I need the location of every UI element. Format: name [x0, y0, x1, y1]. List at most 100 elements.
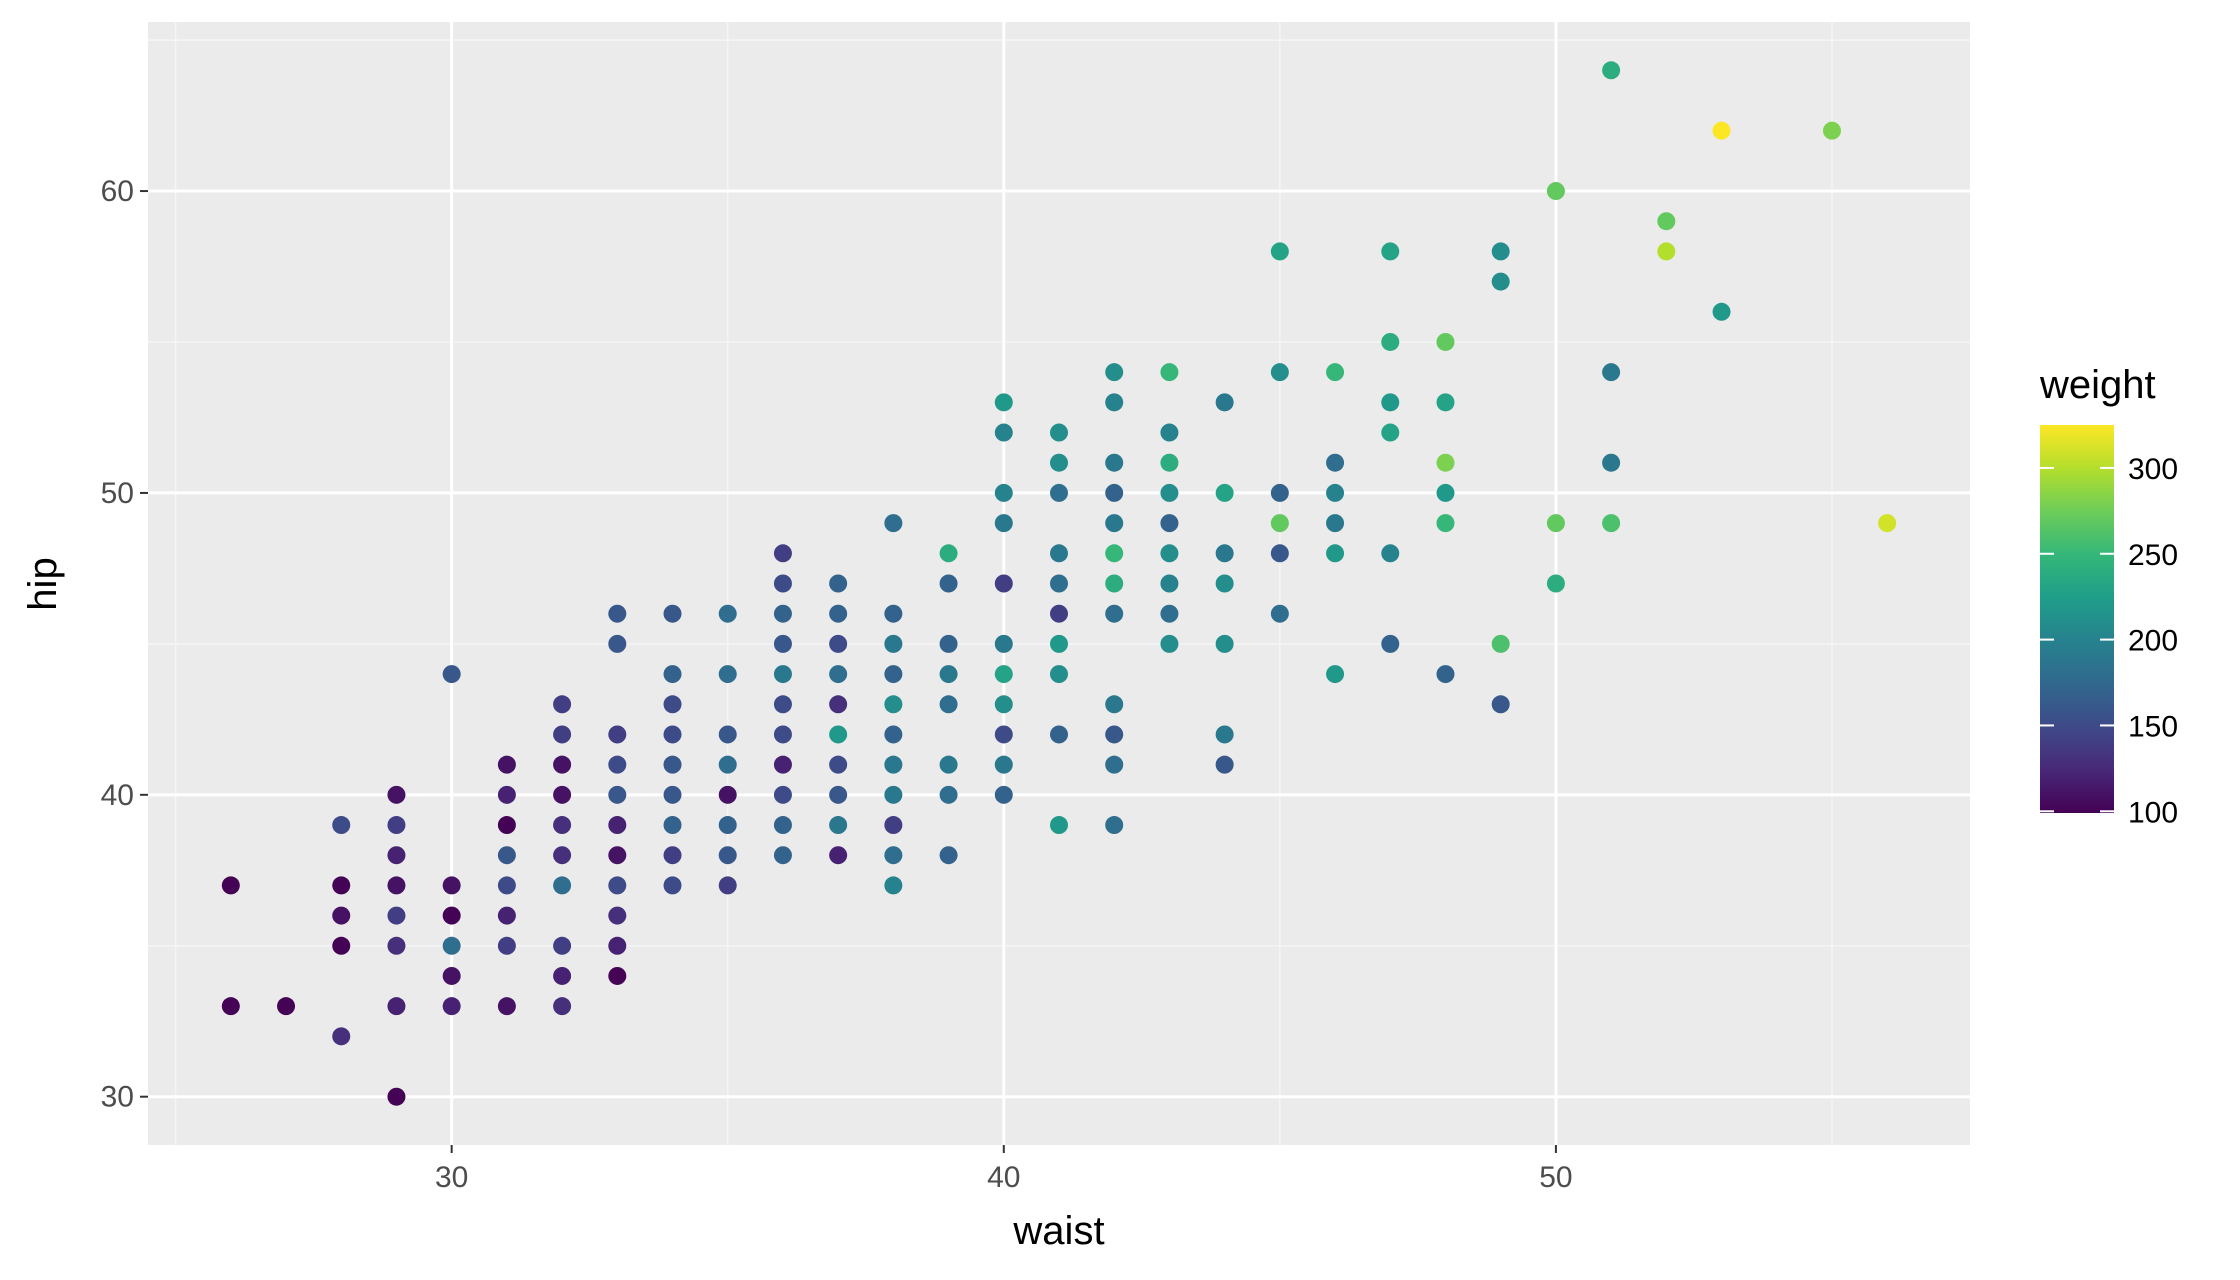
data-point	[608, 936, 627, 955]
data-point	[1215, 544, 1234, 563]
data-point	[773, 544, 792, 563]
data-point	[718, 665, 737, 684]
data-point	[1160, 453, 1179, 472]
data-point	[553, 966, 572, 985]
data-point	[994, 514, 1013, 533]
data-points	[221, 61, 1897, 1106]
data-point	[884, 755, 903, 774]
data-point	[1602, 363, 1621, 382]
data-point	[497, 785, 516, 804]
data-point	[387, 906, 406, 925]
data-point	[387, 1087, 406, 1106]
data-point	[1381, 423, 1400, 442]
data-point	[884, 634, 903, 653]
data-point	[1436, 393, 1455, 412]
y-tick-label: 40	[101, 779, 134, 812]
colorbar	[2040, 425, 2114, 813]
data-point	[1270, 544, 1289, 563]
data-point	[884, 725, 903, 744]
data-point	[718, 725, 737, 744]
data-point	[829, 604, 848, 623]
data-point	[1491, 272, 1510, 291]
data-point	[1436, 665, 1455, 684]
data-point	[1326, 514, 1345, 533]
data-point	[1657, 212, 1676, 231]
data-point	[1050, 816, 1068, 835]
data-point	[1050, 544, 1068, 563]
data-point	[1160, 363, 1179, 382]
data-point	[1215, 634, 1234, 653]
data-point	[1381, 242, 1400, 261]
data-point	[1712, 121, 1731, 140]
data-point	[387, 816, 406, 835]
data-point	[442, 665, 461, 684]
data-point	[773, 604, 792, 623]
data-point	[1160, 423, 1179, 442]
data-point	[1050, 634, 1068, 653]
data-point	[1050, 725, 1068, 744]
data-point	[277, 997, 296, 1016]
data-point	[1491, 242, 1510, 261]
data-point	[718, 604, 737, 623]
data-point	[608, 634, 627, 653]
data-point	[442, 936, 461, 955]
legend-label: 250	[2128, 539, 2178, 572]
data-point	[1326, 544, 1345, 563]
data-point	[497, 997, 516, 1016]
data-point	[829, 665, 848, 684]
legend-labels: 100 150 200 250 300	[2128, 453, 2178, 829]
data-point	[994, 755, 1013, 774]
data-point	[1436, 453, 1455, 472]
data-point	[1546, 182, 1565, 201]
data-point	[994, 393, 1013, 412]
data-point	[221, 876, 240, 895]
data-point	[553, 816, 572, 835]
data-point	[1602, 61, 1621, 80]
data-point	[939, 695, 958, 714]
data-point	[553, 846, 572, 865]
data-point	[939, 574, 958, 593]
data-point	[221, 997, 240, 1016]
y-tick-label: 60	[101, 175, 134, 208]
data-point	[1602, 453, 1621, 472]
legend: weight 100 150 200 250 300	[2039, 363, 2178, 829]
data-point	[1105, 453, 1124, 472]
data-point	[497, 846, 516, 865]
data-point	[994, 785, 1013, 804]
data-point	[1546, 514, 1565, 533]
data-point	[442, 906, 461, 925]
data-point	[553, 755, 572, 774]
data-point	[663, 816, 682, 835]
data-point	[718, 846, 737, 865]
data-point	[1381, 544, 1400, 563]
data-point	[497, 816, 516, 835]
data-point	[608, 906, 627, 925]
data-point	[387, 997, 406, 1016]
data-point	[1436, 514, 1455, 533]
data-point	[663, 876, 682, 895]
data-point	[1105, 695, 1124, 714]
data-point	[663, 846, 682, 865]
data-point	[1491, 634, 1510, 653]
data-point	[1050, 423, 1068, 442]
data-point	[1105, 393, 1124, 412]
data-point	[1270, 604, 1289, 623]
data-point	[829, 846, 848, 865]
data-point	[939, 755, 958, 774]
data-point	[1602, 514, 1621, 533]
data-point	[387, 936, 406, 955]
data-point	[884, 514, 903, 533]
data-point	[718, 816, 737, 835]
data-point	[773, 634, 792, 653]
data-point	[884, 695, 903, 714]
data-point	[718, 755, 737, 774]
data-point	[994, 423, 1013, 442]
x-tick-label: 30	[435, 1161, 468, 1194]
data-point	[663, 665, 682, 684]
data-point	[1105, 816, 1124, 835]
data-point	[773, 846, 792, 865]
data-point	[553, 997, 572, 1016]
data-point	[1160, 483, 1179, 502]
data-point	[1105, 514, 1124, 533]
